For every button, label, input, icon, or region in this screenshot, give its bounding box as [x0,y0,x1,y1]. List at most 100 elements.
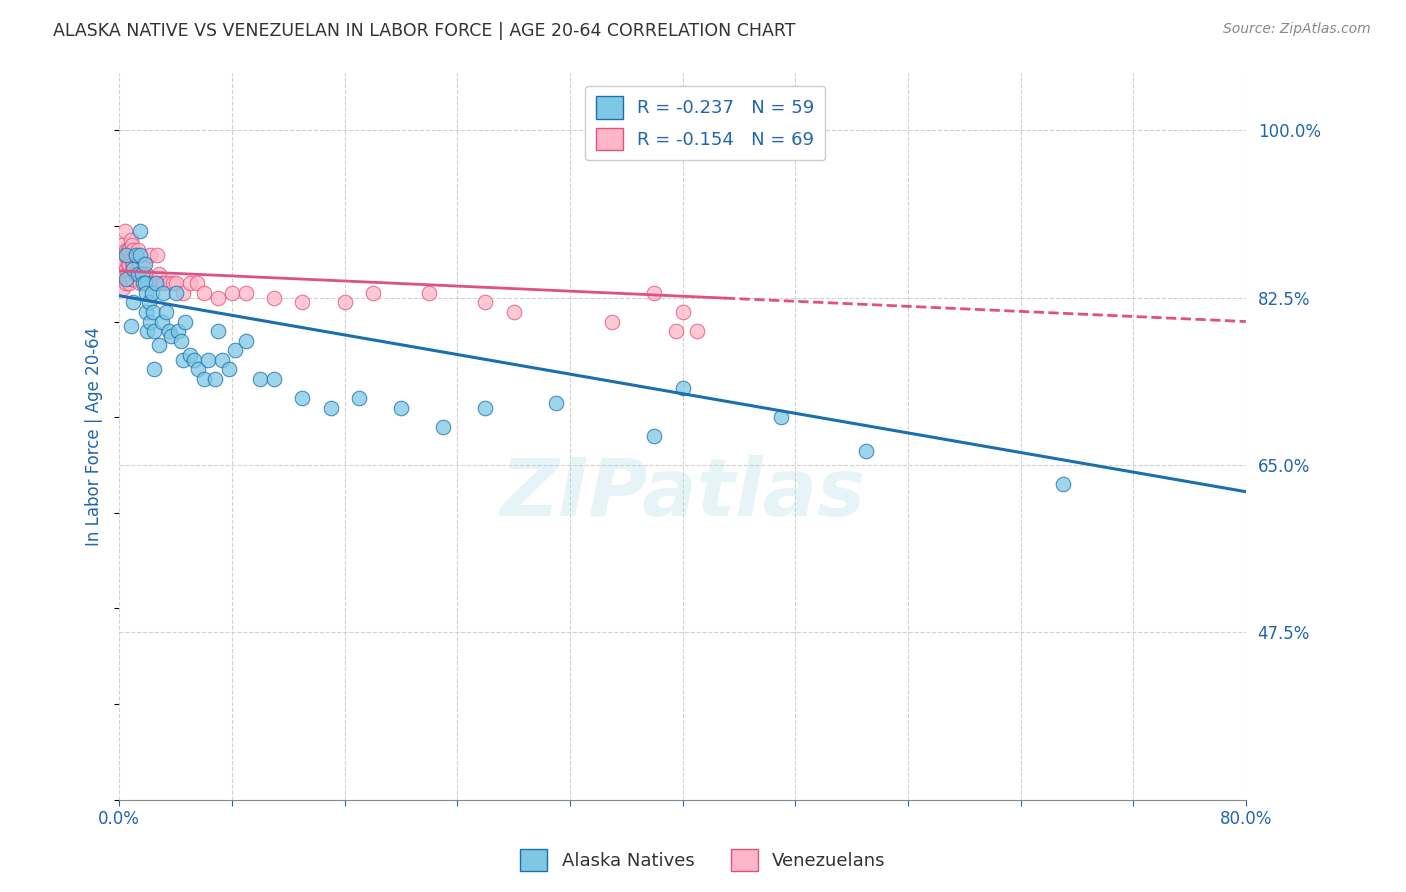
Point [114,247,136,261]
Point [172,285,194,300]
Point [319,401,342,415]
Point [263,291,285,305]
Point [121,238,143,252]
Point [174,314,197,328]
Point [153,277,176,291]
Point [121,271,143,285]
Point [193,372,215,386]
Point [120,267,142,281]
Point [179,277,201,291]
Point [111,238,134,252]
Point [643,429,665,443]
Point [110,262,132,277]
Point [118,277,141,291]
Point [211,352,233,367]
Point [132,257,155,271]
Point [502,305,524,319]
Point [249,372,271,386]
Point [115,271,138,285]
Point [263,372,285,386]
Point [135,267,157,281]
Point [150,277,173,291]
Point [134,257,156,271]
Point [129,247,152,261]
Point [544,396,567,410]
Point [127,243,149,257]
Point [118,243,141,257]
Point [204,372,226,386]
Point [115,262,138,277]
Point [664,324,686,338]
Point [120,319,142,334]
Point [143,362,166,376]
Point [172,352,194,367]
Point [118,257,141,271]
Point [125,267,148,281]
Point [221,285,243,300]
Point [671,381,693,395]
Point [207,291,229,305]
Point [685,324,707,338]
Point [120,252,142,267]
Point [600,314,623,328]
Point [131,267,153,281]
Point [165,277,187,291]
Point [389,401,412,415]
Point [167,324,190,338]
Point [193,285,215,300]
Point [134,277,156,291]
Point [1052,477,1074,491]
Text: Source: ZipAtlas.com: Source: ZipAtlas.com [1223,22,1371,37]
Point [170,334,193,348]
Point [134,267,156,281]
Point [127,262,149,277]
Point [122,257,145,271]
Point [148,338,170,352]
Point [117,257,139,271]
Point [125,247,148,261]
Point [347,391,370,405]
Point [235,285,257,300]
Point [129,277,152,291]
Point [111,247,134,261]
Point [120,233,142,247]
Point [150,314,173,328]
Point [197,352,219,367]
Text: ALASKA NATIVE VS VENEZUELAN IN LABOR FORCE | AGE 20-64 CORRELATION CHART: ALASKA NATIVE VS VENEZUELAN IN LABOR FOR… [53,22,796,40]
Legend: R = -0.237   N = 59, R = -0.154   N = 69: R = -0.237 N = 59, R = -0.154 N = 69 [585,86,825,161]
Point [125,247,148,261]
Point [474,401,496,415]
Point [235,334,257,348]
Point [187,362,209,376]
Point [139,314,162,328]
Point [361,285,384,300]
Legend: Alaska Natives, Venezuelans: Alaska Natives, Venezuelans [513,842,893,879]
Point [157,324,180,338]
Point [115,243,138,257]
Point [162,277,184,291]
Point [146,247,169,261]
Point [155,305,177,319]
Point [124,267,146,281]
Point [141,277,163,291]
Point [432,419,454,434]
Point [139,247,162,261]
Point [138,295,160,310]
Point [141,285,163,300]
Point [122,295,145,310]
Point [135,305,157,319]
Point [122,271,145,285]
Point [115,247,138,261]
Point [121,257,143,271]
Point [183,352,205,367]
Point [136,277,159,291]
Point [122,262,145,277]
Point [143,277,166,291]
Point [143,324,166,338]
Point [135,285,157,300]
Point [179,348,201,362]
Y-axis label: In Labor Force | Age 20-64: In Labor Force | Age 20-64 [86,326,103,546]
Point [291,391,314,405]
Point [114,224,136,238]
Point [157,277,180,291]
